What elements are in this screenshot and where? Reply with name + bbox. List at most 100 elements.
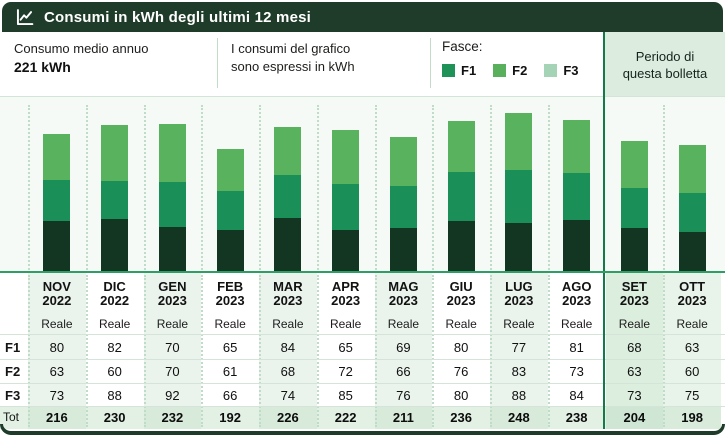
table-cell-f3: 73 [49, 388, 65, 403]
legend-item-f3: F3 [544, 63, 579, 78]
table-cell-total: 226 [277, 410, 299, 425]
table-cell-f2: 60 [107, 364, 122, 379]
month-label-line: 2023 [215, 293, 245, 308]
bar-segment-f2 [43, 180, 71, 221]
bar-segment-f3 [216, 149, 244, 192]
table-cell-f2: 63 [49, 364, 65, 379]
month-label-line: 2023 [273, 293, 303, 308]
bar-lug-2023 [505, 113, 533, 272]
table-cell-total: 236 [450, 410, 472, 425]
month-label-line: 2023 [446, 293, 476, 308]
bar-segment-f1 [678, 231, 706, 272]
legend-title: Fasce: [442, 39, 483, 54]
legend-swatch-f3 [544, 64, 558, 77]
bar-apr-2023 [332, 129, 360, 272]
chart-gridline [316, 105, 319, 270]
bar-segment-f1 [274, 218, 302, 272]
table-cell-f3: 85 [338, 388, 353, 403]
table-total-cell-bg [663, 406, 721, 429]
table-total-cell-bg [85, 406, 144, 429]
bar-segment-f3 [274, 127, 302, 175]
table-total-cell-bg [432, 406, 490, 429]
legend-item-f1: F1 [442, 63, 476, 78]
table-month-header: GEN 2023 [144, 280, 202, 308]
bar-segment-f3 [43, 133, 71, 181]
table-month-header: LUG 2023 [490, 280, 548, 308]
table-row-divider [0, 383, 725, 384]
month-label-line: 2023 [677, 293, 707, 308]
table-column-separator [201, 275, 204, 427]
table-cell-f1: 65 [338, 340, 353, 355]
bar-segment-f1 [563, 220, 591, 272]
table-row-divider [0, 359, 725, 360]
divider [430, 38, 431, 88]
bar-segment-f2 [678, 193, 706, 232]
billing-period-line2: questa bolletta [622, 65, 708, 81]
table-reading-type: Reale [445, 317, 477, 331]
bar-segment-f1 [620, 228, 648, 272]
table-column-separator [85, 275, 88, 427]
bar-segment-f2 [389, 185, 417, 228]
widget-title: Consumi in kWh degli ultimi 12 mesi [44, 8, 312, 26]
month-label-line: GIU [449, 279, 473, 294]
table-cell-total: 198 [681, 410, 703, 425]
table-cell-f1: 80 [453, 340, 469, 355]
month-label-line: GEN [158, 279, 187, 294]
bar-segment-f3 [101, 124, 129, 182]
divider [217, 38, 218, 88]
table-column-separator [316, 275, 319, 427]
table-cell-f1: 69 [396, 340, 411, 355]
chart-note-line2: sono espressi in kWh [231, 59, 355, 74]
bar-segment-f1 [158, 227, 186, 272]
table-cell-f3: 66 [222, 388, 238, 403]
chart-gridline [490, 105, 492, 270]
table-column-separator [28, 275, 30, 427]
bar-segment-f3 [678, 145, 706, 194]
billing-period-panel: Periodo di questa bolletta [605, 32, 725, 97]
table-cell-f1: 68 [627, 340, 642, 355]
table-total-label-bg [0, 406, 28, 429]
chart-baseline [0, 271, 725, 273]
bar-segment-f2 [101, 181, 129, 220]
table-cell-f3: 92 [165, 388, 180, 403]
bar-segment-f3 [563, 119, 591, 174]
bar-segment-f1 [216, 230, 244, 272]
table-cell-f1: 63 [684, 340, 700, 355]
bar-segment-f3 [332, 129, 360, 185]
bar-mar-2023 [274, 127, 302, 272]
table-total-cell-bg [316, 406, 375, 429]
chart-note-block: I consumi del grafico sono espressi in k… [231, 40, 355, 76]
bar-ott-2023 [678, 145, 706, 272]
bar-segment-f2 [274, 174, 302, 219]
table-cell-f3: 76 [396, 388, 411, 403]
table-reading-type: Reale [618, 317, 651, 331]
table-cell-total: 248 [508, 410, 530, 425]
month-label-line: 2023 [157, 293, 187, 308]
table-cell-f3: 80 [453, 388, 469, 403]
month-label-line: AGO [561, 279, 592, 294]
bar-segment-f1 [389, 227, 417, 272]
average-consumption-label: Consumo medio annuo [14, 41, 149, 56]
chart-gridline [143, 105, 146, 270]
table-reading-type: Reale [329, 317, 362, 331]
month-label-line: MAG [388, 279, 419, 294]
table-total-cell-bg [605, 406, 664, 429]
table-cell-f3: 74 [280, 388, 296, 403]
row-label-f3: F3 [5, 388, 21, 403]
bar-set-2023 [620, 141, 648, 272]
average-consumption-value: 221 kWh [14, 59, 71, 75]
table-column-separator [374, 275, 377, 427]
row-label-total: Tot [3, 410, 20, 424]
chart-gridline [374, 105, 377, 270]
table-column-separator [143, 275, 146, 427]
bar-segment-f2 [505, 169, 533, 223]
table-month-header: GIU 2023 [432, 280, 490, 308]
table-reading-type: Reale [156, 317, 189, 331]
chart-gridline [201, 105, 204, 270]
bar-segment-f3 [620, 141, 648, 189]
table-cell-f3: 88 [107, 388, 122, 403]
month-label-line: 2023 [619, 293, 649, 308]
table-month-header: OTT 2023 [663, 280, 721, 308]
